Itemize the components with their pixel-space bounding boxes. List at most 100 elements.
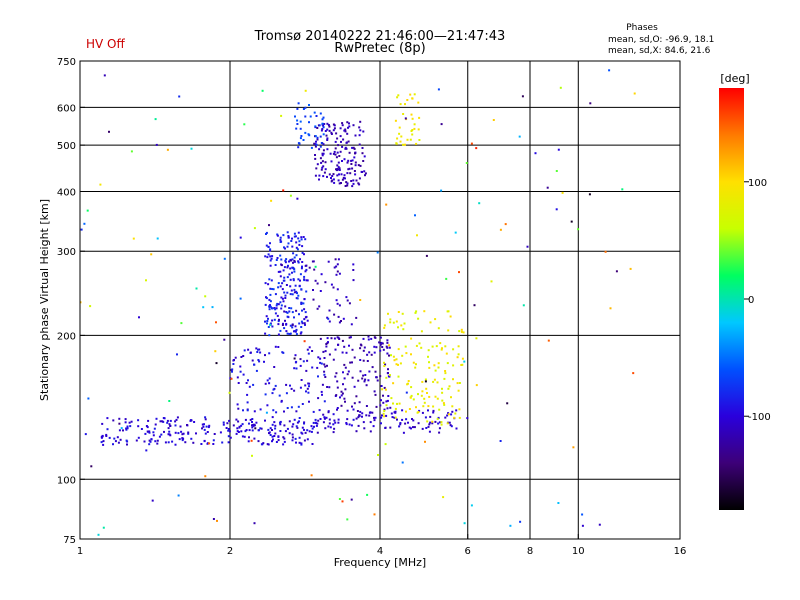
echo-point	[332, 129, 335, 132]
echo-point	[346, 299, 349, 302]
echo-point	[112, 419, 115, 422]
echo-point	[286, 407, 289, 409]
echo-point	[417, 128, 420, 131]
echo-point	[297, 261, 300, 264]
echo-point	[200, 443, 203, 445]
echo-point	[203, 439, 206, 442]
echo-point	[312, 421, 315, 424]
echo-point	[306, 279, 309, 282]
echo-point	[311, 443, 314, 445]
echo-point	[392, 382, 395, 385]
echo-point	[320, 362, 323, 365]
echo-point	[285, 284, 288, 286]
echo-point	[386, 407, 389, 410]
echo-point	[322, 413, 325, 416]
echo-point	[246, 401, 249, 404]
echo-point	[420, 394, 423, 397]
echo-point	[314, 135, 317, 138]
echo-point	[288, 420, 291, 423]
echo-point	[440, 423, 443, 426]
echo-point	[291, 324, 294, 327]
echo-point	[251, 421, 253, 423]
echo-point	[292, 261, 294, 264]
echo-point	[226, 422, 229, 425]
echo-point	[243, 435, 246, 438]
echo-point	[437, 422, 440, 425]
echo-point	[320, 168, 323, 171]
echo-point	[359, 359, 362, 361]
echo-point	[294, 284, 297, 287]
echo-point	[297, 102, 300, 105]
echo-point	[271, 325, 274, 328]
echo-point	[396, 137, 399, 140]
echo-point	[444, 345, 447, 348]
echo-point	[300, 326, 303, 328]
echo-point	[280, 258, 283, 261]
echo-point	[178, 438, 181, 441]
echo-point	[316, 138, 319, 141]
echo-point	[364, 374, 367, 376]
echo-point	[350, 498, 353, 501]
echo-point	[437, 362, 440, 365]
echo-point	[227, 441, 230, 444]
echo-point	[323, 416, 326, 419]
echo-point	[129, 425, 132, 428]
echo-point	[155, 143, 158, 146]
echo-point	[332, 423, 335, 426]
echo-point	[250, 439, 253, 442]
echo-point	[335, 168, 337, 171]
echo-point	[363, 155, 366, 158]
echo-point	[286, 332, 289, 335]
echo-point	[304, 106, 307, 109]
echo-point	[338, 155, 341, 157]
echo-point	[352, 269, 355, 271]
echo-point	[441, 387, 443, 390]
echo-point	[295, 410, 298, 413]
echo-point	[301, 251, 304, 254]
echo-point	[295, 241, 298, 244]
echo-point	[397, 311, 400, 313]
echo-point	[401, 312, 404, 315]
echo-point	[304, 431, 307, 434]
echo-point	[326, 139, 329, 141]
echo-point	[311, 427, 314, 430]
echo-point	[589, 102, 592, 105]
echo-point	[274, 312, 277, 315]
echo-point	[410, 386, 413, 389]
echo-point	[277, 439, 280, 442]
echo-point	[343, 377, 346, 380]
echo-point	[321, 383, 324, 386]
echo-point	[337, 168, 340, 171]
echo-point	[351, 167, 354, 170]
x-tick-label: 2	[227, 546, 233, 557]
echo-point	[383, 410, 386, 412]
echo-point	[283, 310, 286, 313]
echo-point	[323, 373, 326, 376]
echo-point	[265, 315, 268, 318]
y-axis-label: Stationary phase Virtual Height [km]	[38, 199, 51, 401]
echo-point	[284, 247, 286, 250]
echo-point	[400, 135, 403, 138]
echo-point	[293, 270, 296, 273]
echo-point	[223, 338, 226, 341]
echo-point	[283, 266, 286, 269]
echo-point	[159, 420, 162, 423]
echo-point	[443, 377, 446, 380]
echo-point	[277, 323, 280, 326]
echo-point	[425, 254, 428, 257]
echo-point	[337, 161, 340, 164]
echo-point	[83, 222, 86, 225]
echo-point	[323, 370, 326, 373]
echo-point	[283, 440, 286, 443]
echo-point	[330, 160, 333, 163]
echo-point	[274, 384, 277, 387]
echo-point	[237, 431, 240, 433]
echo-point	[143, 440, 146, 443]
echo-point	[291, 271, 293, 274]
echo-point	[284, 261, 287, 264]
echo-point	[321, 128, 324, 130]
echo-point	[322, 421, 325, 424]
echo-point	[251, 418, 254, 420]
echo-point	[225, 427, 228, 429]
echo-point	[285, 258, 288, 261]
